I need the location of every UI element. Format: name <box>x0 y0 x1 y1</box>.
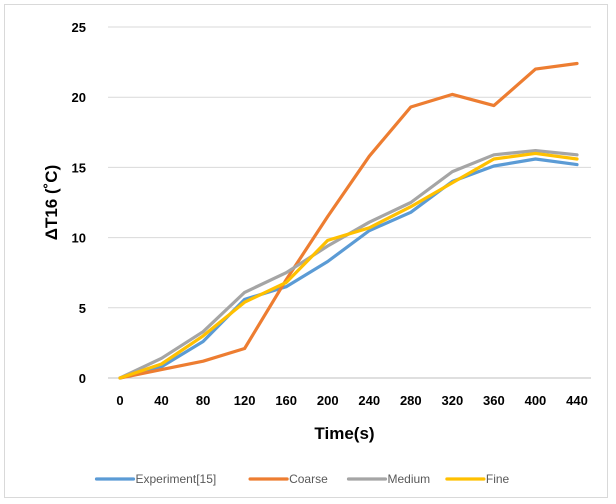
gridlines <box>108 26 591 379</box>
x-axis-ticks: 0 40 80 120 160 200 240 280 320 360 400 440 <box>116 393 587 408</box>
y-tick-label: 10 <box>72 231 86 246</box>
y-tick-label: 20 <box>72 90 86 105</box>
x-tick-label: 40 <box>154 393 168 408</box>
y-axis-title: ΔT16 (˚C) <box>42 165 61 241</box>
series-line-experiment-15 <box>118 157 579 380</box>
legend-item: Experiment[15] <box>94 472 217 486</box>
x-tick-label: 280 <box>400 393 422 408</box>
legend-item: Coarse <box>248 472 328 486</box>
y-axis-ticks: 0 5 10 15 20 25 <box>72 20 86 386</box>
legend-item: Medium <box>346 472 431 486</box>
x-tick-label: 80 <box>196 393 210 408</box>
series-lines <box>118 61 579 380</box>
series-line-fine <box>118 151 579 380</box>
legend-label: Fine <box>486 472 510 486</box>
y-tick-label: 25 <box>72 20 86 35</box>
x-tick-label: 0 <box>116 393 123 408</box>
legend-label: Coarse <box>289 472 328 486</box>
legend-label: Medium <box>388 472 431 486</box>
x-axis-title: Time(s) <box>314 424 374 443</box>
legend-label: Experiment[15] <box>136 472 217 486</box>
y-tick-label: 5 <box>79 301 86 316</box>
legend-item: Fine <box>445 472 510 486</box>
x-tick-label: 160 <box>275 393 297 408</box>
x-tick-label: 240 <box>358 393 380 408</box>
series-line-coarse <box>118 61 579 380</box>
x-tick-label: 120 <box>234 393 256 408</box>
x-tick-label: 200 <box>317 393 339 408</box>
y-tick-label: 15 <box>72 160 86 175</box>
x-tick-label: 440 <box>566 393 588 408</box>
x-tick-label: 360 <box>483 393 505 408</box>
x-tick-label: 400 <box>525 393 547 408</box>
legend: Experiment[15] Coarse Medium Fine <box>94 472 510 486</box>
y-tick-label: 0 <box>79 371 86 386</box>
x-tick-label: 320 <box>442 393 464 408</box>
